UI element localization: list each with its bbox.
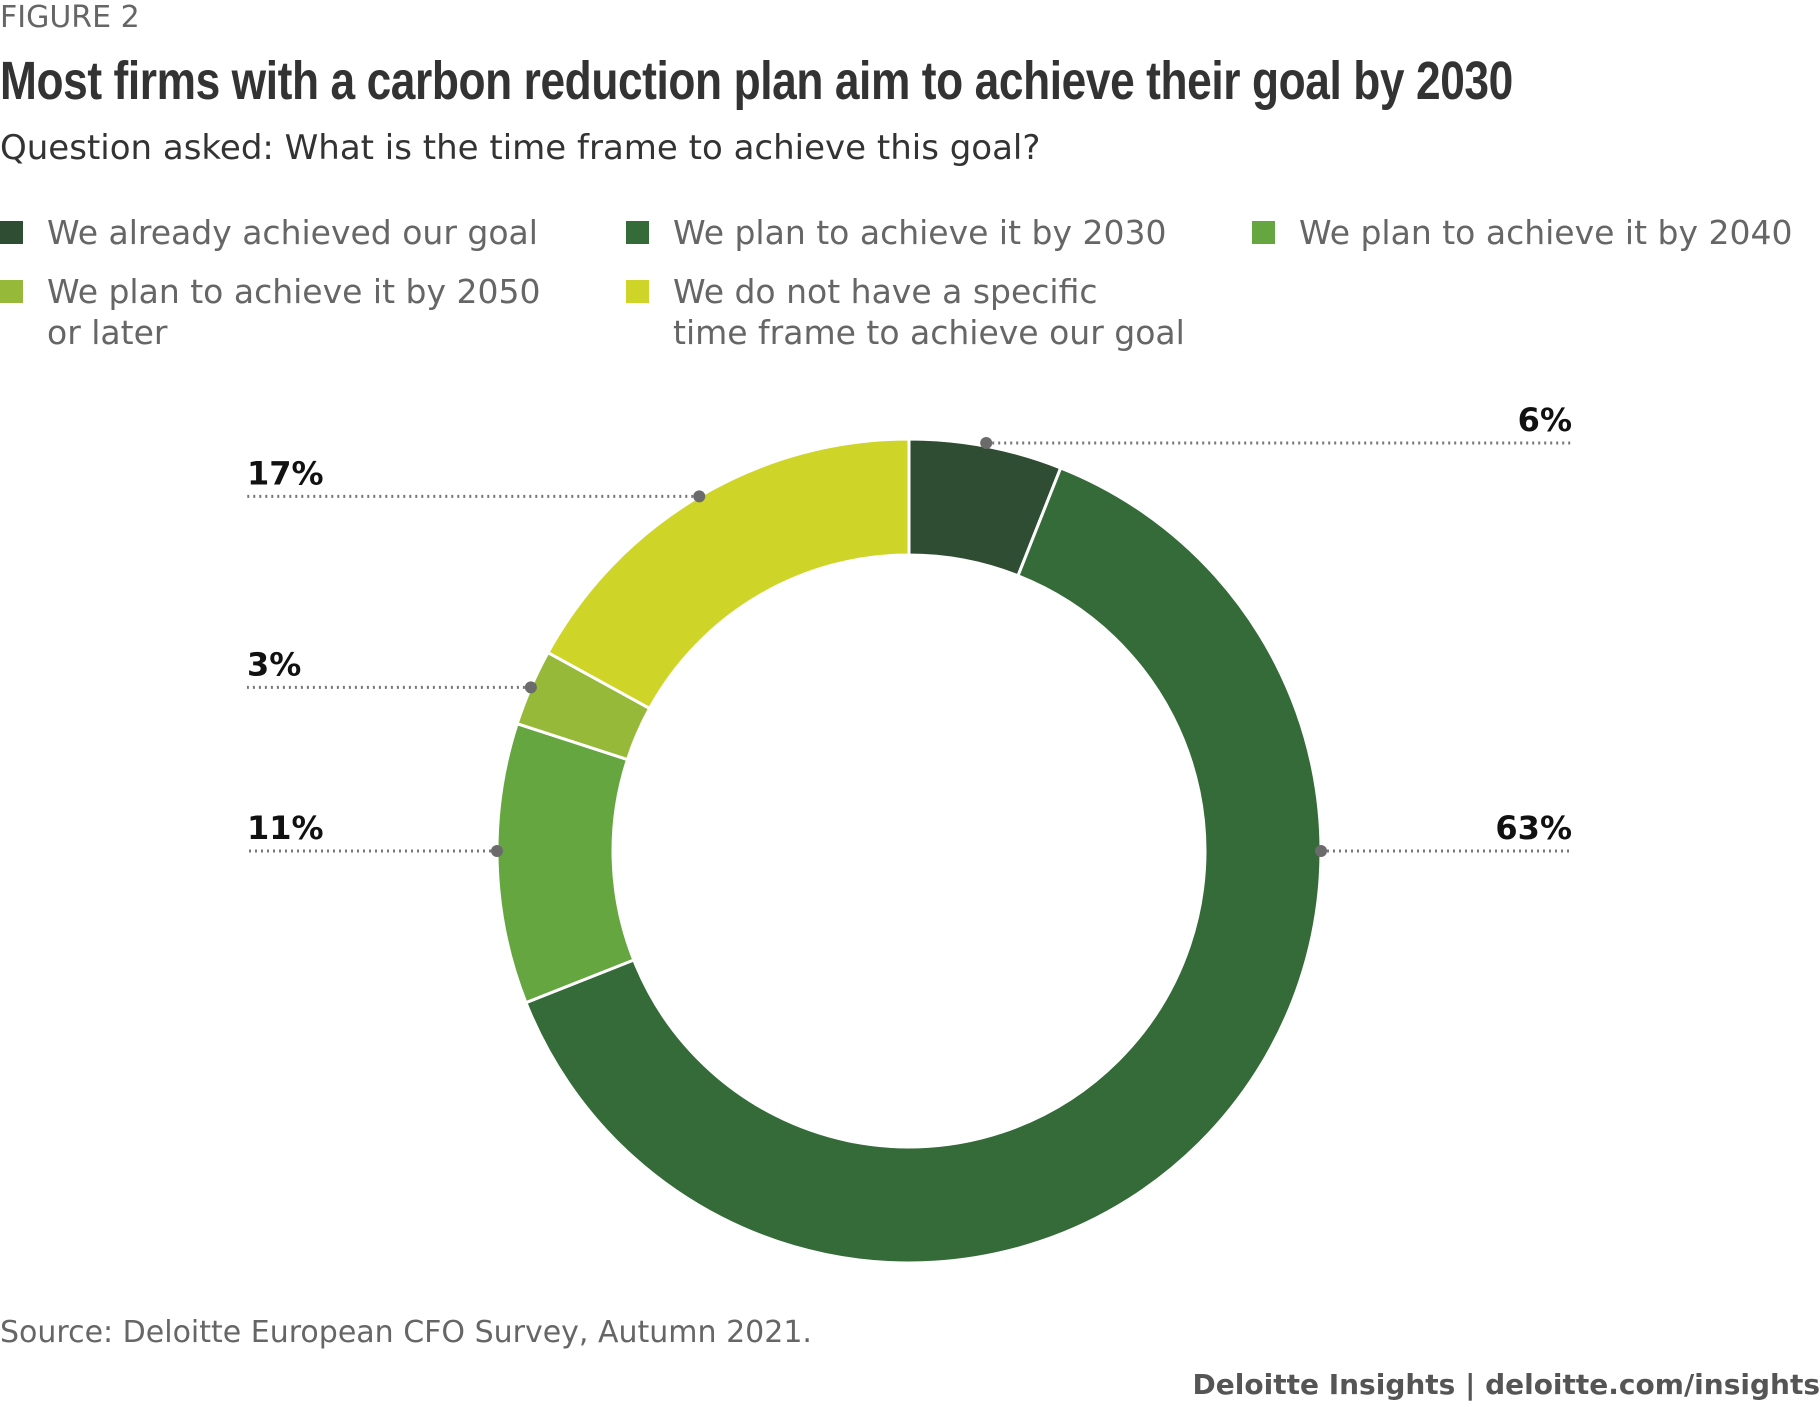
- legend-item-2040: We plan to achieve it by 2040: [1252, 212, 1792, 253]
- legend-swatch: [626, 221, 649, 244]
- legend-label: We plan to achieve it by 2040: [1299, 213, 1793, 252]
- data-label: 3%: [247, 645, 301, 683]
- leader-dot: [491, 845, 503, 857]
- donut-slice: [523, 465, 1323, 1265]
- legend-swatch: [0, 280, 23, 303]
- leader-dot: [693, 490, 706, 503]
- leader-dot: [980, 437, 993, 449]
- legend-item-2030: We plan to achieve it by 2030: [626, 212, 1166, 253]
- legend-item-no-timeframe: We do not have a specific time frame to a…: [626, 271, 1185, 353]
- donut-slice: [545, 437, 911, 711]
- legend-label: or later: [47, 313, 168, 352]
- legend-label: We plan to achieve it by 2030: [673, 213, 1167, 252]
- source-note: Source: Deloitte European CFO Survey, Au…: [0, 1315, 812, 1350]
- legend-label: We plan to achieve it by 2050: [47, 272, 541, 311]
- legend-swatch: [0, 221, 23, 244]
- donut-slice: [495, 721, 636, 1005]
- leader-dot: [524, 681, 537, 694]
- legend-swatch: [626, 280, 649, 303]
- data-label: 6%: [1518, 401, 1572, 439]
- data-label: 11%: [247, 809, 324, 847]
- figure-label: FIGURE 2: [0, 0, 140, 35]
- legend-label: We do not have a specific: [673, 272, 1098, 311]
- legend-item-achieved: We already achieved our goal: [0, 212, 538, 253]
- chart-subtitle: Question asked: What is the time frame t…: [0, 128, 1041, 168]
- footer-credit: Deloitte Insights | deloitte.com/insight…: [1192, 1368, 1820, 1401]
- legend-label: time frame to achieve our goal: [673, 313, 1185, 352]
- legend-item-2050: We plan to achieve it by 2050 or later: [0, 271, 540, 353]
- leader-dot: [1315, 845, 1327, 857]
- chart-title: Most firms with a carbon reduction plan …: [0, 51, 1513, 111]
- data-label: 17%: [247, 454, 324, 492]
- legend-swatch: [1252, 221, 1275, 244]
- data-label: 63%: [1495, 809, 1572, 847]
- legend-label: We already achieved our goal: [47, 213, 538, 252]
